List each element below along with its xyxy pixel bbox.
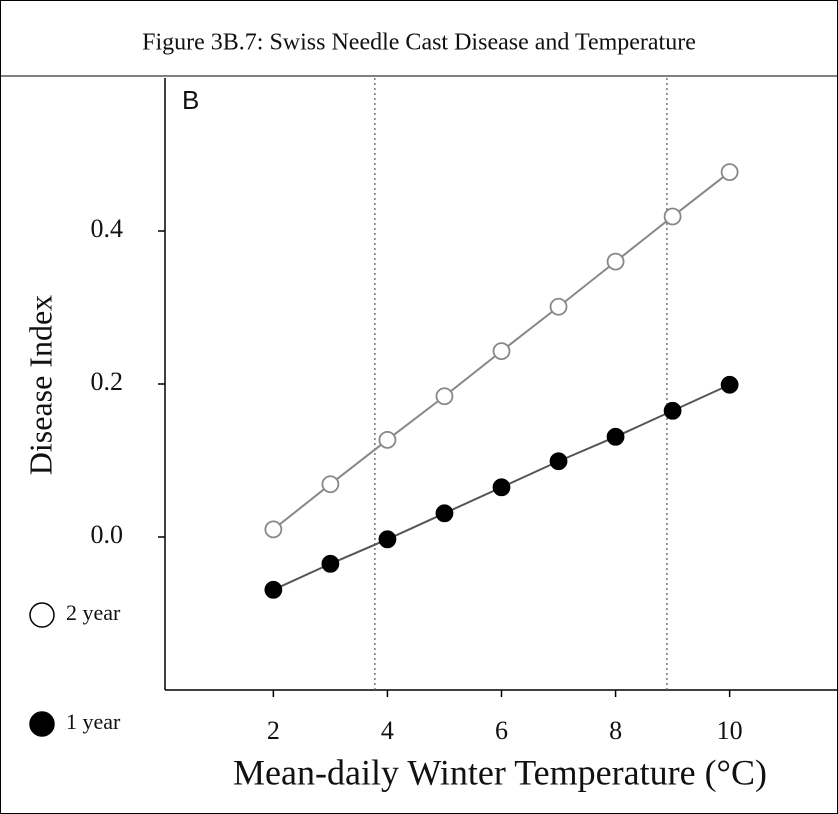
legend-marker bbox=[29, 602, 55, 628]
data-point bbox=[435, 504, 454, 523]
data-point bbox=[663, 207, 682, 226]
data-point bbox=[321, 554, 340, 573]
data-point bbox=[321, 475, 340, 494]
y-tick-label: 0.2 bbox=[91, 367, 124, 396]
legend-label: 2 year bbox=[66, 600, 121, 625]
data-point bbox=[606, 427, 625, 446]
data-point bbox=[378, 430, 397, 449]
x-tick-label: 8 bbox=[609, 716, 622, 745]
x-tick-label: 4 bbox=[381, 716, 394, 745]
data-point bbox=[435, 387, 454, 406]
x-tick-label: 10 bbox=[717, 716, 743, 745]
data-point bbox=[720, 163, 739, 181]
data-point bbox=[492, 342, 511, 361]
panel-label: B bbox=[182, 85, 199, 115]
data-point bbox=[378, 530, 397, 549]
legend-marker bbox=[29, 711, 55, 737]
data-point bbox=[606, 252, 625, 271]
data-point bbox=[549, 297, 568, 316]
data-point bbox=[720, 375, 739, 394]
data-point bbox=[264, 580, 283, 599]
figure-title: Figure 3B.7: Swiss Needle Cast Disease a… bbox=[142, 30, 696, 56]
x-tick-label: 2 bbox=[267, 716, 280, 745]
x-axis-label: Mean-daily Winter Temperature (°C) bbox=[233, 752, 767, 792]
data-point bbox=[663, 401, 682, 420]
data-point bbox=[264, 520, 283, 539]
x-tick-label: 6 bbox=[495, 716, 508, 745]
y-tick-label: 0.4 bbox=[91, 214, 124, 243]
data-point bbox=[492, 478, 511, 497]
y-axis-label: Disease Index bbox=[22, 295, 58, 475]
data-point bbox=[549, 452, 568, 471]
y-tick-label: 0.0 bbox=[91, 520, 124, 549]
legend-label: 1 year bbox=[66, 709, 121, 734]
